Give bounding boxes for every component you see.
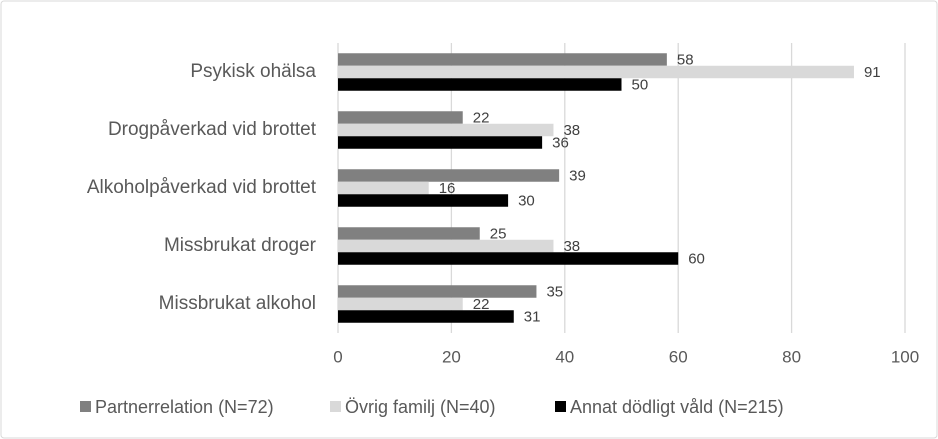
data-label: 22 [473,109,490,126]
x-tick-label: 0 [333,347,342,366]
data-label: 58 [677,51,694,68]
bar [338,123,554,137]
data-label: 30 [518,192,535,209]
bar [338,297,463,311]
x-tick-label: 100 [891,347,919,366]
bar [338,310,514,323]
legend-swatch [80,401,91,412]
y-tick-label: Psykisk ohälsa [190,61,316,82]
x-tick-label: 80 [782,347,801,366]
legend-label: Övrig familj (N=40) [345,397,496,417]
legend-swatch [555,401,566,412]
data-label: 38 [563,238,580,255]
bar [338,194,509,207]
data-label: 50 [632,76,649,93]
legend-label: Annat dödligt våld (N=215) [570,397,784,417]
data-label: 25 [490,225,507,242]
legend-swatch [330,401,341,412]
bar [338,181,429,195]
data-label: 31 [524,308,541,325]
data-label: 60 [688,250,705,267]
x-tick-label: 60 [669,347,688,366]
y-tick-label: Alkoholpåverkad vid brottet [87,177,317,198]
data-label: 35 [546,283,563,300]
data-label: 22 [473,296,490,313]
bar [338,65,854,79]
x-tick-label: 20 [442,347,461,366]
bar [338,136,543,149]
bar [338,78,622,91]
legend-label: Partnerrelation (N=72) [95,397,274,417]
bar [338,169,560,182]
data-label: 36 [552,134,569,151]
data-label: 91 [864,64,881,81]
bar [338,285,537,298]
bar [338,53,667,66]
bar [338,239,554,253]
bar [338,227,480,240]
data-label: 16 [439,180,456,197]
bar [338,111,463,124]
y-tick-label: Missbrukat droger [164,235,317,256]
data-label: 39 [569,167,586,184]
y-tick-label: Missbrukat alkohol [159,293,316,314]
data-label: 38 [563,122,580,139]
bar [338,252,679,265]
x-tick-label: 40 [555,347,574,366]
y-tick-label: Drogpåverkad vid brottet [108,119,317,140]
